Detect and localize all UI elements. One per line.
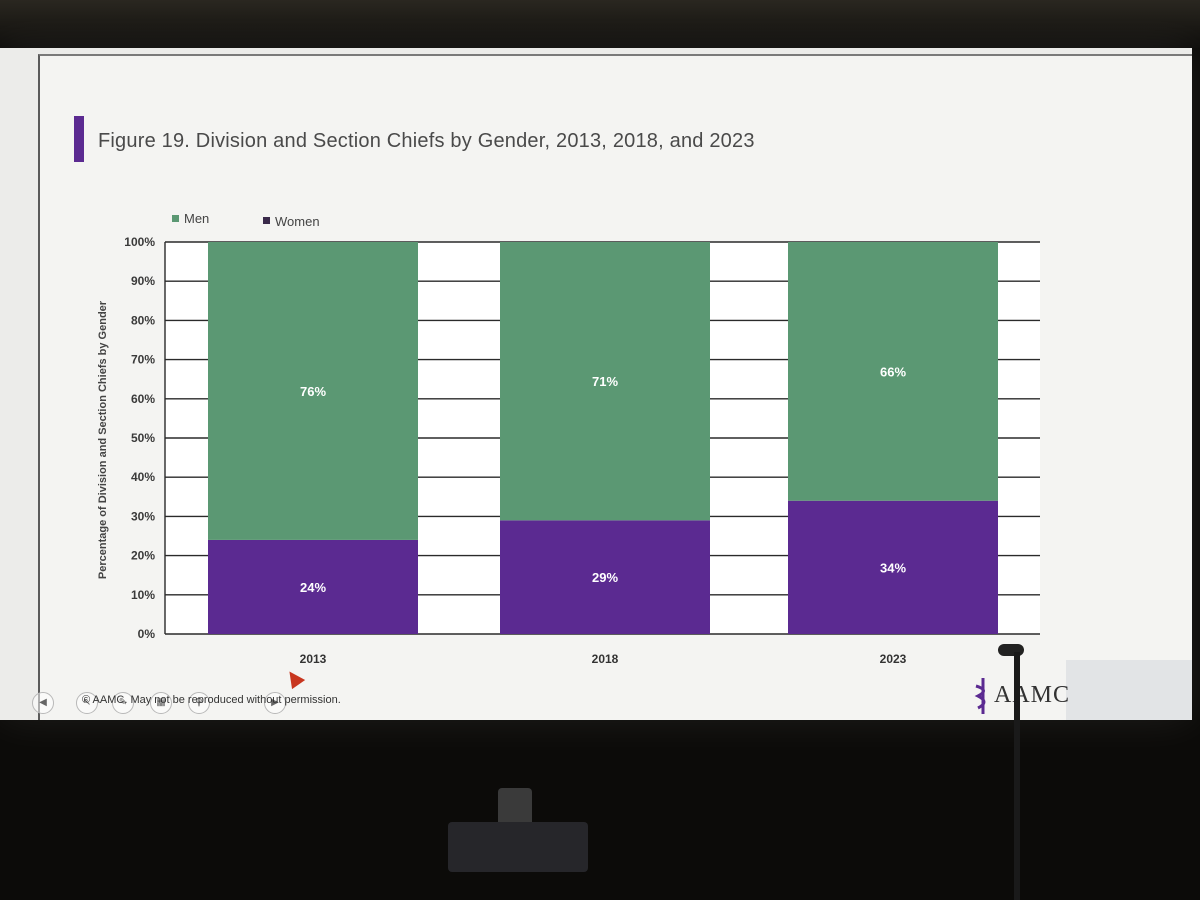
y-tick-label: 50% bbox=[131, 431, 155, 445]
bar-women-2013 bbox=[208, 539, 418, 634]
projector bbox=[448, 822, 588, 872]
bars bbox=[208, 242, 998, 634]
bar-women-2023 bbox=[788, 500, 998, 634]
microphone-head bbox=[998, 644, 1024, 656]
logo-text: AAMC bbox=[994, 682, 1071, 708]
x-category-label: 2018 bbox=[592, 652, 619, 666]
pen-icon[interactable]: ✎ bbox=[112, 692, 134, 714]
legend: Men Women bbox=[172, 211, 320, 229]
y-tick-label: 100% bbox=[124, 235, 155, 249]
y-tick-label: 80% bbox=[131, 313, 155, 327]
x-category-label: 2013 bbox=[300, 652, 327, 666]
pointer-icon[interactable]: ↖ bbox=[76, 692, 98, 714]
legend-swatch-women bbox=[263, 217, 270, 224]
y-tick-label: 70% bbox=[131, 353, 155, 367]
bar-women-2018 bbox=[500, 520, 710, 634]
camera-icon[interactable]: ▶ bbox=[264, 692, 286, 714]
copyright-footer: © AAMC. May not be reproduced without pe… bbox=[82, 694, 341, 706]
labels: 0% 10% 20% 30% 40% 50% 60% 70% 80% 90% 100% 24% 76% 2… bbox=[124, 235, 906, 666]
y-axis-title: Percentage of Division and Section Chief… bbox=[97, 300, 109, 579]
data-label-men-2023: 66% bbox=[880, 364, 906, 379]
camera bbox=[498, 788, 532, 828]
y-tick-label: 90% bbox=[131, 274, 155, 288]
data-label-women-2023: 34% bbox=[880, 560, 906, 575]
y-tick-label: 10% bbox=[131, 588, 155, 602]
title-accent-bar bbox=[74, 116, 84, 162]
slides-icon[interactable]: ▦ bbox=[150, 692, 172, 714]
search-icon[interactable]: ⚲ bbox=[188, 692, 210, 714]
slide-title: Figure 19. Division and Section Chiefs b… bbox=[98, 130, 755, 152]
presenter-overlay bbox=[1066, 660, 1192, 720]
data-label-men-2013: 76% bbox=[300, 384, 326, 399]
x-category-label: 2023 bbox=[880, 652, 907, 666]
data-label-women-2018: 29% bbox=[592, 570, 618, 585]
chevron-left-icon[interactable]: ◀ bbox=[32, 692, 54, 714]
microphone-stand bbox=[1014, 652, 1020, 900]
room-background bbox=[0, 0, 1200, 48]
data-label-men-2018: 71% bbox=[592, 374, 618, 389]
slideshow-controls: ◀ ↖ ✎ ▦ ⚲ ▶ bbox=[32, 692, 302, 714]
y-tick-label: 0% bbox=[138, 627, 156, 641]
bar-men-2013 bbox=[208, 242, 418, 540]
bar-men-2018 bbox=[500, 242, 710, 521]
y-tick-label: 40% bbox=[131, 470, 155, 484]
caduceus-icon bbox=[974, 678, 986, 714]
y-tick-label: 30% bbox=[131, 509, 155, 523]
aamc-logo: AAMC bbox=[972, 676, 1082, 720]
data-label-women-2013: 24% bbox=[300, 580, 326, 595]
legend-swatch-men bbox=[172, 215, 179, 222]
legend-label-women: Women bbox=[275, 214, 320, 229]
y-tick-label: 60% bbox=[131, 392, 155, 406]
legend-label-men: Men bbox=[184, 211, 209, 226]
bar-men-2023 bbox=[788, 242, 998, 501]
y-tick-label: 20% bbox=[131, 549, 155, 563]
